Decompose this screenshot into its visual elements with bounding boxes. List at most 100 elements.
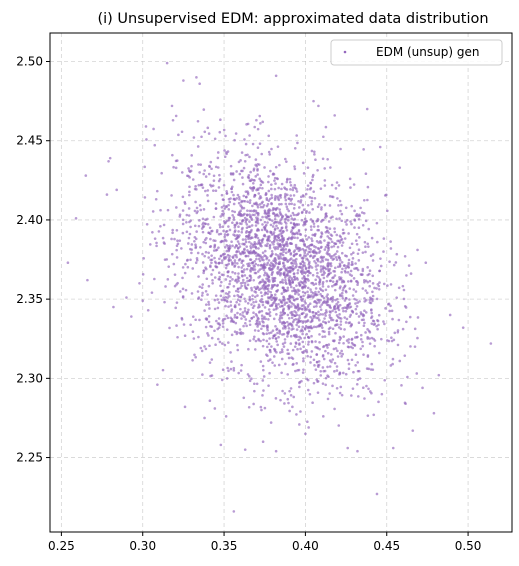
scatter-point: [181, 218, 185, 222]
scatter-point: [216, 306, 220, 310]
scatter-point: [303, 349, 306, 353]
scatter-point: [293, 292, 297, 296]
scatter-point: [275, 224, 278, 228]
scatter-point: [299, 195, 303, 199]
scatter-point: [245, 235, 248, 238]
scatter-point: [289, 236, 293, 240]
scatter-point: [329, 256, 333, 260]
scatter-point: [307, 326, 310, 330]
scatter-point: [227, 290, 231, 294]
scatter-point: [283, 321, 286, 325]
scatter-point: [228, 279, 232, 283]
scatter-point: [371, 253, 375, 256]
scatter-point: [233, 230, 237, 234]
scatter-point: [277, 261, 281, 265]
scatter-point: [237, 272, 240, 275]
scatter-point: [303, 283, 306, 287]
scatter-point: [267, 150, 271, 154]
scatter-point: [339, 323, 343, 326]
scatter-point: [331, 358, 335, 361]
scatter-point: [377, 323, 380, 327]
scatter-point: [312, 381, 316, 385]
scatter-point: [335, 258, 339, 261]
scatter-point: [266, 302, 270, 305]
scatter-point: [210, 229, 214, 233]
scatter-point: [351, 343, 355, 346]
scatter-point: [227, 208, 231, 211]
scatter-point: [263, 249, 267, 253]
scatter-point: [203, 309, 206, 312]
scatter-point: [303, 217, 307, 221]
scatter-point: [250, 209, 253, 213]
scatter-point: [284, 222, 288, 225]
scatter-point: [353, 209, 356, 213]
scatter-point: [335, 279, 339, 283]
scatter-point: [295, 190, 299, 193]
scatter-point: [368, 279, 372, 283]
scatter-point: [309, 182, 313, 185]
scatter-point: [347, 258, 351, 262]
scatter-point: [220, 259, 224, 262]
scatter-point: [340, 237, 344, 241]
scatter-point: [279, 256, 283, 260]
plot-frame: [49, 32, 513, 533]
scatter-point: [288, 299, 291, 303]
scatter-point: [297, 325, 301, 328]
scatter-point: [251, 297, 254, 301]
scatter-point: [254, 291, 258, 294]
scatter-point: [272, 172, 275, 175]
scatter-point: [219, 232, 223, 236]
scatter-point: [307, 329, 311, 333]
scatter-point: [309, 288, 312, 291]
scatter-point: [271, 225, 275, 228]
scatter-point: [321, 157, 325, 161]
scatter-point: [371, 294, 375, 298]
scatter-point: [280, 357, 284, 361]
scatter-point: [188, 220, 191, 224]
scatter-point: [258, 299, 262, 303]
scatter-point: [372, 413, 376, 417]
scatter-point: [338, 371, 342, 375]
scatter-point: [297, 199, 300, 203]
scatter-point: [313, 260, 316, 263]
scatter-point: [208, 164, 211, 168]
scatter-point: [175, 228, 179, 232]
scatter-point: [256, 205, 260, 209]
scatter-point: [391, 446, 395, 450]
scatter-point: [226, 366, 229, 370]
scatter-point: [272, 240, 276, 244]
scatter-point: [228, 200, 232, 204]
scatter-point: [363, 309, 366, 313]
scatter-point: [216, 166, 220, 169]
scatter-point: [232, 202, 236, 206]
scatter-point: [383, 194, 387, 197]
scatter-point: [322, 296, 326, 300]
scatter-point: [301, 257, 305, 260]
scatter-point: [266, 345, 269, 349]
scatter-point: [342, 231, 346, 235]
scatter-point: [324, 321, 327, 324]
scatter-point: [167, 265, 171, 268]
scatter-point: [188, 190, 191, 194]
scatter-point: [372, 323, 376, 326]
scatter-point: [204, 317, 208, 321]
scatter-point: [183, 202, 187, 205]
scatter-point: [298, 232, 302, 236]
scatter-point: [229, 197, 232, 200]
scatter-point: [247, 405, 251, 409]
scatter-point: [272, 283, 276, 287]
scatter-point: [253, 202, 257, 206]
scatter-point: [326, 365, 329, 369]
scatter-point: [228, 216, 232, 220]
scatter-point: [272, 308, 276, 311]
scatter-point: [272, 317, 276, 321]
scatter-point: [265, 257, 268, 261]
scatter-point: [299, 295, 303, 299]
scatter-point: [257, 254, 261, 258]
scatter-point: [108, 156, 112, 160]
scatter-point: [310, 266, 314, 269]
scatter-point: [207, 256, 210, 259]
scatter-point: [155, 244, 158, 248]
scatter-point: [236, 240, 240, 243]
scatter-point: [244, 321, 247, 325]
